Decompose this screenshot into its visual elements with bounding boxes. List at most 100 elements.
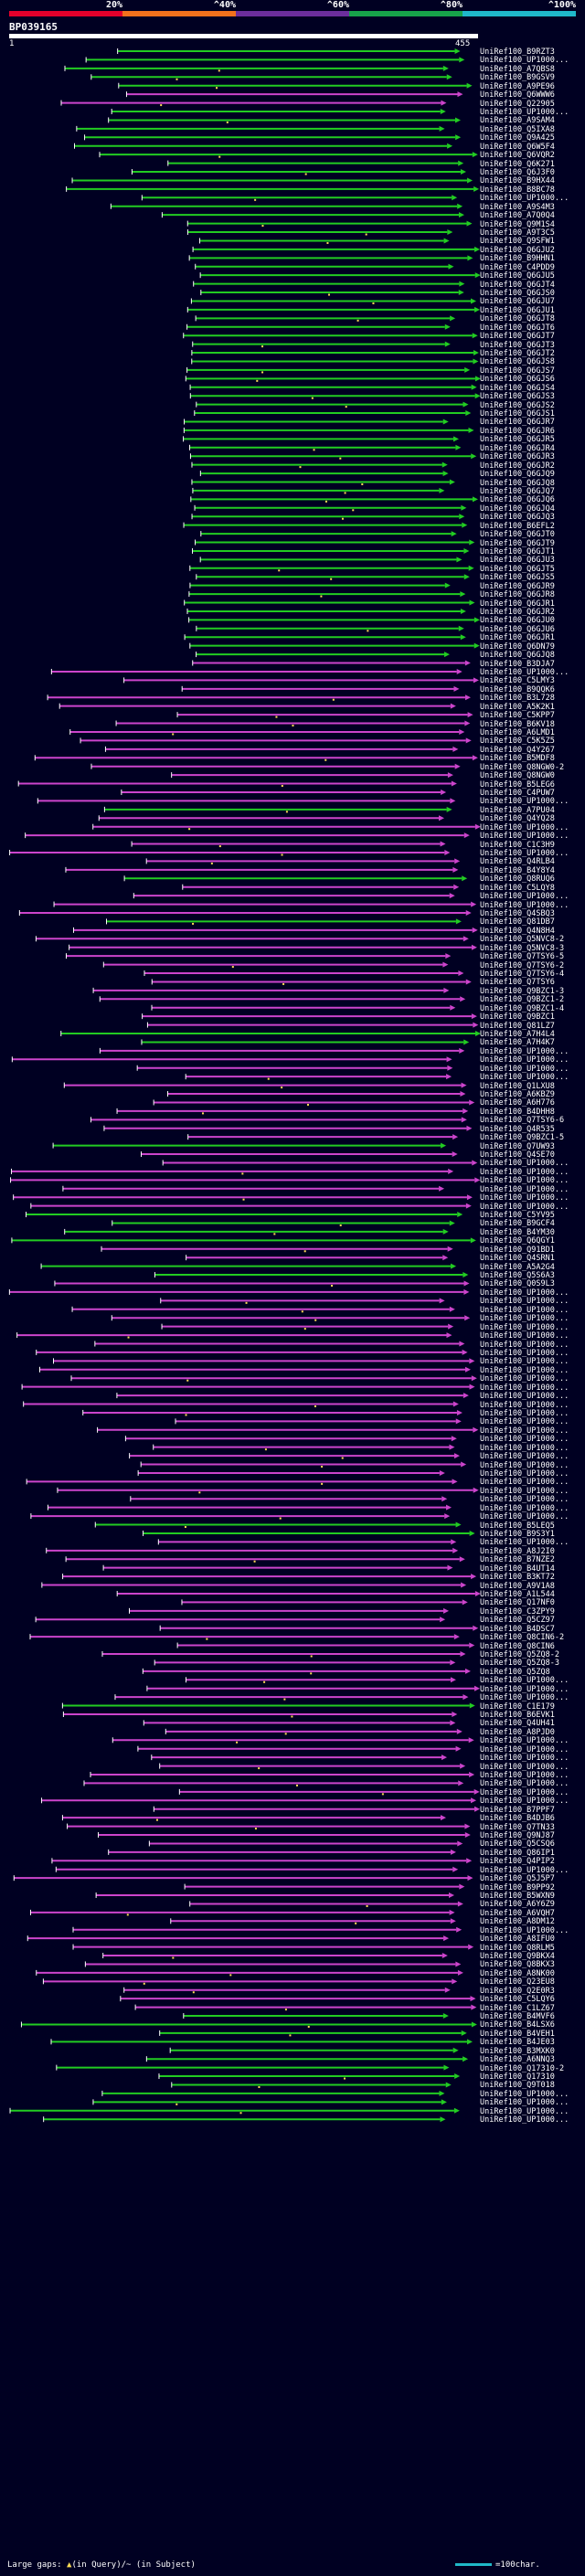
hit-label[interactable]: UniRef100_A6VQH7 [480, 1908, 555, 1918]
hit-label[interactable]: UniRef100_Q6GJR8 [480, 590, 555, 600]
hit-label[interactable]: UniRef100_Q6GJR3 [480, 452, 555, 462]
hit-label[interactable]: UniRef100_Q4N8H4 [480, 926, 555, 936]
hit-label[interactable]: UniRef100_Q5ZQ8 [480, 1667, 550, 1677]
hit-label[interactable]: UniRef100_Q4UH41 [480, 1719, 555, 1729]
hit-label[interactable]: UniRef100_Q6GJR6 [480, 426, 555, 436]
hit-label[interactable]: UniRef100_C5LQY6 [480, 1995, 555, 2005]
hit-label[interactable]: UniRef100_Q91BD1 [480, 1245, 555, 1255]
hit-label[interactable]: UniRef100_Q6GJT7 [480, 332, 555, 342]
hit-label[interactable]: UniRef100_B5LEG6 [480, 779, 555, 790]
hit-label[interactable]: UniRef100_Q6GJU7 [480, 297, 555, 307]
hit-label[interactable]: UniRef100_UP1000... [480, 1417, 569, 1427]
hit-label[interactable]: UniRef100_Q6GJQ3 [480, 513, 555, 523]
hit-label[interactable]: UniRef100_C4PUW7 [480, 788, 555, 798]
hit-label[interactable]: UniRef100_Q9BZC1-2 [480, 995, 565, 1005]
hit-label[interactable]: UniRef100_UP1000... [480, 1288, 569, 1298]
hit-label[interactable]: UniRef100_A7H4K7 [480, 1038, 555, 1048]
hit-label[interactable]: UniRef100_Q6GJS3 [480, 392, 555, 402]
hit-label[interactable]: UniRef100_B7PPF7 [480, 1805, 555, 1815]
hit-label[interactable]: UniRef100_A6KBZ9 [480, 1090, 555, 1100]
hit-label[interactable]: UniRef100_C3ZPY9 [480, 1606, 555, 1617]
hit-label[interactable]: UniRef100_UP1000... [480, 822, 569, 832]
hit-label[interactable]: UniRef100_B4VEH1 [480, 2029, 555, 2039]
hit-label[interactable]: UniRef100_Q8NGW0-2 [480, 762, 565, 772]
hit-label[interactable]: UniRef100_A6H776 [480, 1098, 555, 1108]
hit-label[interactable]: UniRef100_UP1000... [480, 848, 569, 858]
hit-label[interactable]: UniRef100_B9PP92 [480, 1882, 555, 1892]
hit-label[interactable]: UniRef100_Q6GJQ8 [480, 478, 555, 488]
hit-label[interactable]: UniRef100_Q6GJT1 [480, 546, 555, 557]
hit-label[interactable]: UniRef100_UP1000... [480, 1305, 569, 1315]
hit-label[interactable]: UniRef100_Q7TSY6-5 [480, 952, 565, 962]
hit-label[interactable]: UniRef100_Q9NJ87 [480, 1831, 555, 1840]
hit-label[interactable]: UniRef100_Q4SRN1 [480, 1254, 555, 1264]
hit-label[interactable]: UniRef100_B9GSV9 [480, 73, 555, 83]
hit-label[interactable]: UniRef100_Q9BZC1-3 [480, 986, 565, 996]
hit-label[interactable]: UniRef100_B9HX44 [480, 176, 555, 186]
hit-label[interactable]: UniRef100_A9T3C5 [480, 228, 555, 239]
hit-label[interactable]: UniRef100_Q6GJT8 [480, 314, 555, 324]
hit-label[interactable]: UniRef100_Q1LXU8 [480, 1081, 555, 1091]
hit-label[interactable]: UniRef100_Q6GJQ6 [480, 495, 555, 505]
hit-label[interactable]: UniRef100_Q8RUQ6 [480, 875, 555, 885]
hit-label[interactable]: UniRef100_UP1000... [480, 1202, 569, 1212]
hit-label[interactable]: UniRef100_Q9BZC1 [480, 1012, 555, 1023]
hit-label[interactable]: UniRef100_Q6GJS6 [480, 375, 555, 385]
hit-label[interactable]: UniRef100_Q6GJU6 [480, 624, 555, 634]
hit-label[interactable]: UniRef100_Q4RLB4 [480, 857, 555, 867]
hit-label[interactable]: UniRef100_UP1000... [480, 1443, 569, 1453]
hit-label[interactable]: UniRef100_Q5CZ97 [480, 1616, 555, 1626]
hit-label[interactable]: UniRef100_UP1000... [480, 2098, 569, 2108]
hit-label[interactable]: UniRef100_Q6GJQ9 [480, 470, 555, 480]
hit-label[interactable]: UniRef100_Q4SE70 [480, 1150, 555, 1161]
hit-label[interactable]: UniRef100_Q6GJS7 [480, 366, 555, 376]
hit-label[interactable]: UniRef100_B5WXN9 [480, 1892, 555, 1902]
hit-label[interactable]: UniRef100_Q7TSY6-6 [480, 1116, 565, 1126]
hit-label[interactable]: UniRef100_Q5CSQ6 [480, 1839, 555, 1850]
hit-label[interactable]: UniRef100_Q4Y267 [480, 745, 555, 755]
hit-label[interactable]: UniRef100_B5LEQ5 [480, 1521, 555, 1531]
hit-label[interactable]: UniRef100_Q9SFW1 [480, 237, 555, 247]
hit-label[interactable]: UniRef100_B3KT72 [480, 1573, 555, 1583]
hit-label[interactable]: UniRef100_Q6GJR9 [480, 581, 555, 591]
hit-label[interactable]: UniRef100_A7QBS8 [480, 64, 555, 74]
hit-label[interactable]: UniRef100_Q0S9L3 [480, 1279, 555, 1289]
hit-label[interactable]: UniRef100_Q5NVC8-3 [480, 943, 565, 953]
hit-label[interactable]: UniRef100_Q6VQR2 [480, 151, 555, 161]
hit-label[interactable]: UniRef100_Q5S6A3 [480, 1271, 555, 1281]
hit-label[interactable]: UniRef100_UP1000... [480, 1365, 569, 1375]
hit-label[interactable]: UniRef100_Q6GJT2 [480, 349, 555, 359]
hit-label[interactable]: UniRef100_Q6GJT4 [480, 280, 555, 290]
hit-label[interactable]: UniRef100_B4JE03 [480, 2038, 555, 2048]
hit-label[interactable]: UniRef100_UP1000... [480, 1357, 569, 1367]
hit-label[interactable]: UniRef100_Q4YQ28 [480, 814, 555, 824]
hit-label[interactable]: UniRef100_C5K5Z5 [480, 737, 555, 747]
hit-label[interactable]: UniRef100_UP1000... [480, 667, 569, 677]
hit-label[interactable]: UniRef100_Q23EU8 [480, 1977, 555, 1988]
hit-label[interactable]: UniRef100_Q8CIN6 [480, 1641, 555, 1651]
hit-label[interactable]: UniRef100_A8J2I0 [480, 1546, 555, 1556]
hit-label[interactable]: UniRef100_B4Y8Y4 [480, 865, 555, 875]
hit-label[interactable]: UniRef100_Q6GJS1 [480, 409, 555, 419]
hit-label[interactable]: UniRef100_Q81LZ7 [480, 1021, 555, 1031]
hit-label[interactable]: UniRef100_B9QQK6 [480, 684, 555, 694]
hit-label[interactable]: UniRef100_C4PDD9 [480, 262, 555, 272]
hit-label[interactable]: UniRef100_UP1000... [480, 1435, 569, 1445]
hit-label[interactable]: UniRef100_UP1000... [480, 1167, 569, 1177]
hit-label[interactable]: UniRef100_UP1000... [480, 1684, 569, 1694]
hit-label[interactable]: UniRef100_Q5NVC8-2 [480, 935, 565, 945]
hit-label[interactable]: UniRef100_A7H4L4 [480, 1030, 555, 1040]
hit-label[interactable]: UniRef100_A7Q0Q4 [480, 211, 555, 221]
hit-label[interactable]: UniRef100_UP1000... [480, 1348, 569, 1358]
hit-label[interactable]: UniRef100_Q6GJT6 [480, 323, 555, 333]
hit-label[interactable]: UniRef100_C1C3H9 [480, 840, 555, 850]
hit-label[interactable]: UniRef100_Q6DN79 [480, 641, 555, 652]
hit-label[interactable]: UniRef100_UP1000... [480, 1736, 569, 1746]
hit-label[interactable]: UniRef100_B6EVK1 [480, 1710, 555, 1720]
hit-label[interactable]: UniRef100_UP1000... [480, 1064, 569, 1074]
hit-label[interactable]: UniRef100_UP1000... [480, 832, 569, 842]
hit-label[interactable]: UniRef100_B9S3Y1 [480, 1529, 555, 1539]
hit-label[interactable]: UniRef100_C5KPP7 [480, 711, 555, 721]
hit-label[interactable]: UniRef100_Q17NF0 [480, 1598, 555, 1608]
hit-label[interactable]: UniRef100_UP1000... [480, 1744, 569, 1754]
